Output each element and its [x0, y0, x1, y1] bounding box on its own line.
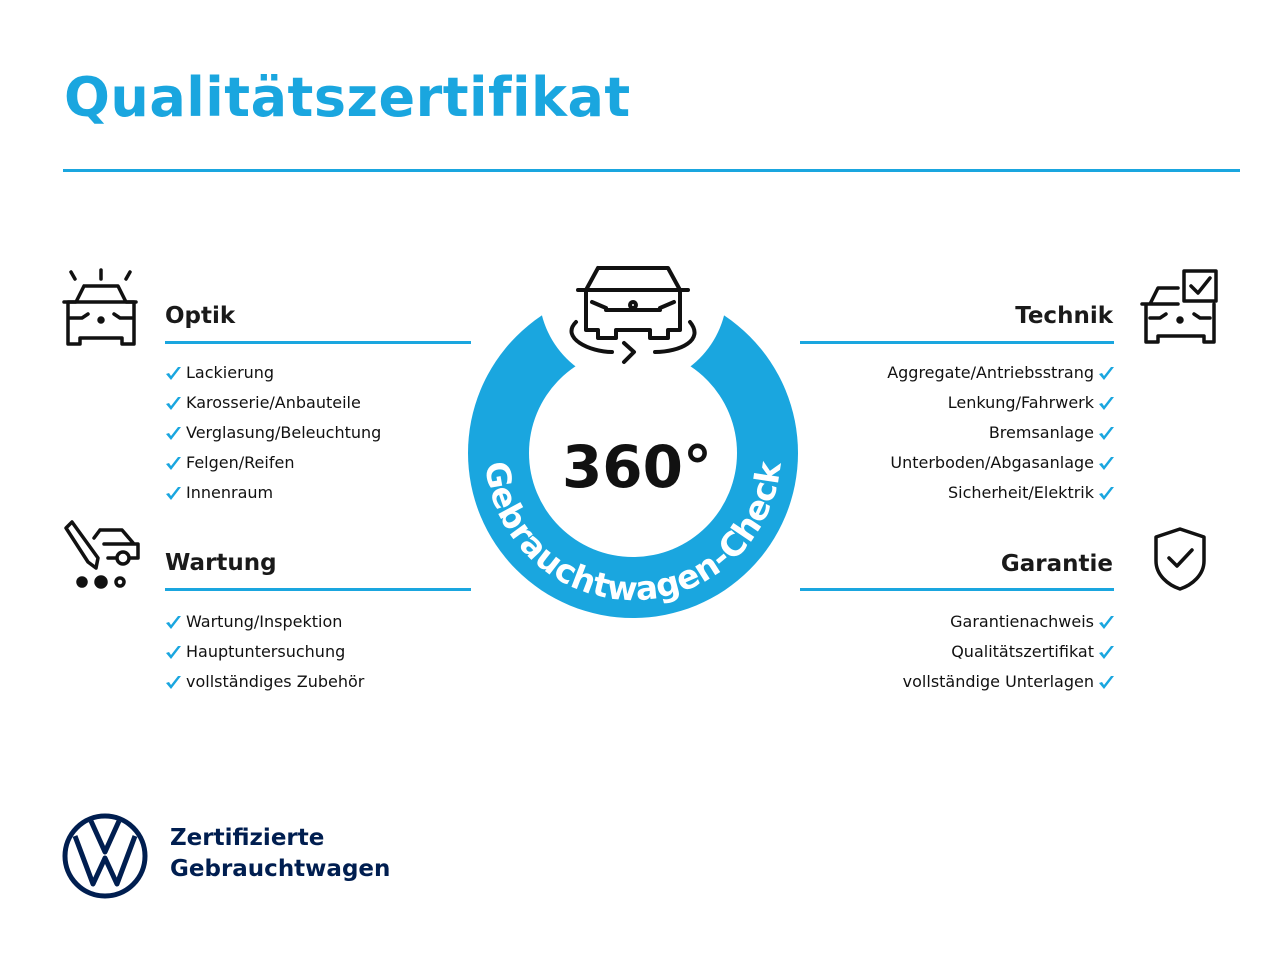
car-checklist-icon	[1140, 269, 1218, 344]
wartung-list: Wartung/Inspektion Hauptuntersuchung vol…	[165, 607, 364, 697]
list-item: Karosserie/Anbauteile	[165, 388, 381, 418]
item-label: Unterboden/Abgasanlage	[890, 453, 1094, 472]
list-item: Bremsanlage	[780, 418, 1115, 448]
technik-divider	[800, 341, 1114, 344]
item-label: vollständige Unterlagen	[902, 672, 1094, 691]
list-item: Aggregate/Antriebsstrang	[780, 358, 1115, 388]
item-label: Qualitätszertifikat	[951, 642, 1094, 661]
checkmark-icon	[166, 615, 181, 629]
list-item: Unterboden/Abgasanlage	[780, 448, 1115, 478]
item-label: Felgen/Reifen	[186, 453, 295, 472]
list-item: Verglasung/Beleuchtung	[165, 418, 381, 448]
list-item: Lackierung	[165, 358, 381, 388]
ring-graphic: Gebrauchtwagen-Check 360°	[468, 250, 798, 618]
item-label: Lenkung/Fahrwerk	[947, 393, 1094, 412]
section-title-technik: Technik	[1015, 303, 1113, 329]
list-item: Garantienachweis	[780, 607, 1115, 637]
page-title: Qualitätszertifikat	[64, 66, 631, 129]
checkmark-icon	[166, 426, 181, 440]
list-item: vollständige Unterlagen	[780, 667, 1115, 697]
title-divider	[63, 169, 1240, 172]
item-label: Wartung/Inspektion	[186, 612, 343, 631]
item-label: vollständiges Zubehör	[186, 672, 365, 691]
checkmark-icon	[166, 645, 181, 659]
brand-line-1: Zertifizierte	[170, 825, 325, 851]
garantie-divider	[800, 588, 1114, 591]
section-title-optik: Optik	[165, 303, 236, 329]
ring-gap	[539, 250, 727, 386]
section-title-garantie: Garantie	[1000, 551, 1113, 577]
list-item: Innenraum	[165, 478, 381, 508]
checkmark-icon	[1099, 426, 1114, 440]
optik-divider	[165, 341, 471, 344]
degree-label: 360°	[562, 433, 712, 501]
list-item: Felgen/Reifen	[165, 448, 381, 478]
item-label: Aggregate/Antriebsstrang	[887, 363, 1094, 382]
checkmark-icon	[166, 366, 181, 380]
car-rotate-icon	[569, 266, 697, 364]
list-item: Lenkung/Fahrwerk	[780, 388, 1115, 418]
item-label: Bremsanlage	[988, 423, 1094, 442]
ring-inner	[529, 349, 737, 557]
item-label: Verglasung/Beleuchtung	[186, 423, 382, 442]
garantie-list: Garantienachweis Qualitätszertifikat vol…	[780, 607, 1115, 697]
optik-list: Lackierung Karosserie/Anbauteile Verglas…	[165, 358, 381, 508]
technik-list: Aggregate/Antriebsstrang Lenkung/Fahrwer…	[780, 358, 1115, 508]
brand-line-2: Gebrauchtwagen	[170, 856, 391, 882]
checkmark-icon	[1099, 645, 1114, 659]
item-label: Hauptuntersuchung	[186, 642, 346, 661]
checkmark-icon	[1099, 366, 1114, 380]
shield-check-icon	[1154, 527, 1206, 591]
item-label: Sicherheit/Elektrik	[948, 483, 1094, 502]
checkmark-icon	[1099, 486, 1114, 500]
item-label: Garantienachweis	[950, 612, 1094, 631]
item-label: Innenraum	[186, 483, 274, 502]
list-item: Hauptuntersuchung	[165, 637, 364, 667]
item-label: Karosserie/Anbauteile	[186, 393, 361, 412]
checkmark-icon	[166, 396, 181, 410]
brand-text: Zertifizierte Gebrauchtwagen	[170, 823, 390, 885]
checkmark-icon	[1099, 615, 1114, 629]
wartung-divider	[165, 588, 471, 591]
checkmark-icon	[166, 675, 181, 689]
checkmark-icon	[1099, 456, 1114, 470]
list-item: vollständiges Zubehör	[165, 667, 364, 697]
checkmark-icon	[166, 486, 181, 500]
car-lights-icon	[62, 268, 138, 346]
checkmark-icon	[1099, 396, 1114, 410]
list-item: Wartung/Inspektion	[165, 607, 364, 637]
vw-logo	[62, 813, 148, 899]
list-item: Sicherheit/Elektrik	[780, 478, 1115, 508]
item-label: Lackierung	[186, 363, 275, 382]
section-title-wartung: Wartung	[165, 550, 277, 576]
checkmark-icon	[1099, 675, 1114, 689]
list-item: Qualitätszertifikat	[780, 637, 1115, 667]
checkmark-icon	[166, 456, 181, 470]
service-tools-icon	[64, 520, 140, 589]
